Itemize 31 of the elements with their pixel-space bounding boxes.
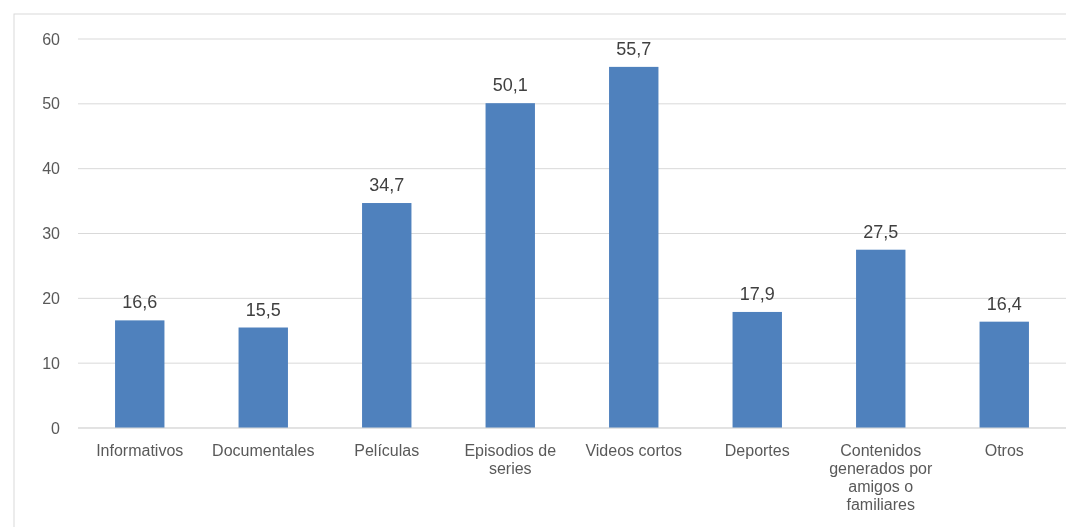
y-tick-label: 10 [42, 354, 61, 372]
x-tick-label: Deportes [724, 442, 790, 459]
y-tick-label: 50 [42, 95, 61, 113]
y-tick-label: 40 [42, 160, 61, 178]
x-tick-label: Películas [354, 442, 420, 459]
data-label: 16,4 [986, 293, 1022, 314]
y-tick-label: 0 [51, 419, 61, 437]
bar [609, 66, 659, 428]
data-label: 17,9 [739, 283, 775, 304]
y-tick-label: 60 [42, 30, 61, 48]
y-tick-label: 20 [42, 289, 61, 307]
bar [856, 249, 906, 428]
bar [238, 327, 288, 428]
bar [979, 321, 1029, 428]
data-label: 50,1 [492, 75, 528, 96]
data-label: 16,6 [122, 292, 158, 313]
x-tick-label: Otros [984, 442, 1024, 459]
data-label: 15,5 [245, 299, 281, 320]
x-tick-label: Episodios de series [464, 442, 557, 477]
data-label: 55,7 [616, 38, 652, 59]
bar [362, 203, 412, 428]
data-label: 27,5 [863, 221, 899, 242]
bar [732, 311, 782, 428]
x-tick-label: Informativos [96, 442, 184, 459]
x-tick-label: Contenidos generados por amigos o familiares [829, 442, 934, 513]
x-tick-label: Documentales [212, 442, 315, 459]
y-tick-label: 30 [42, 225, 61, 243]
data-label: 34,7 [369, 175, 405, 196]
bar [115, 320, 165, 428]
x-tick-label: Videos cortos [585, 442, 683, 459]
bar [485, 103, 535, 428]
